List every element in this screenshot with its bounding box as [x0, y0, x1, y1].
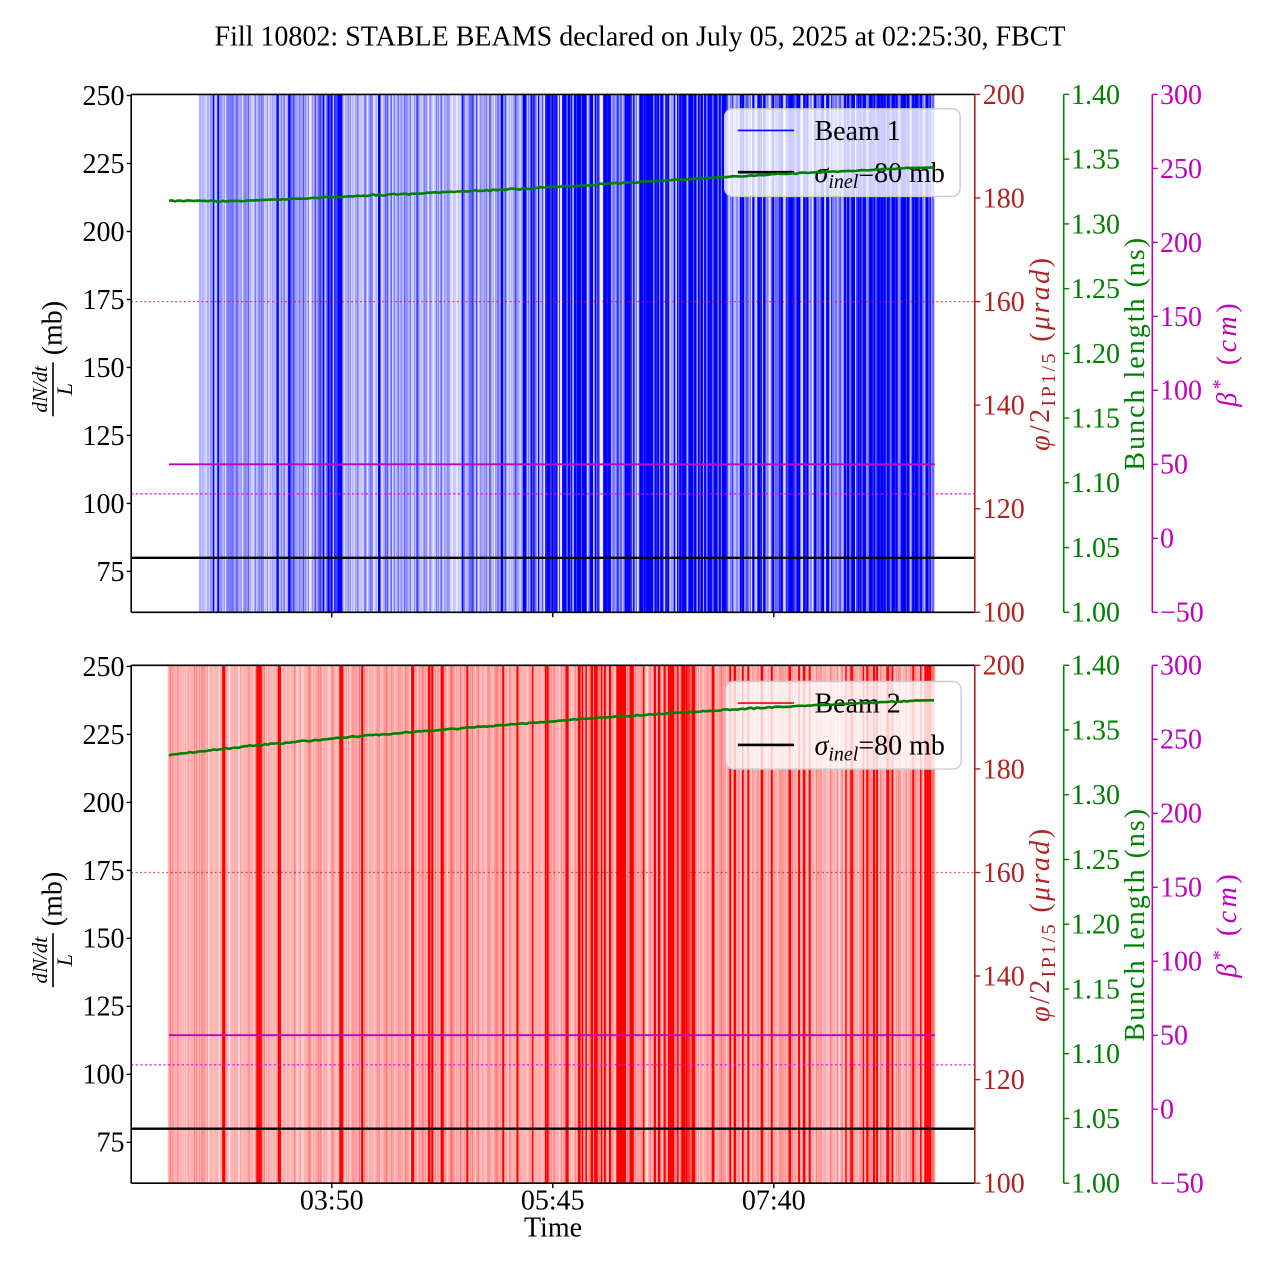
svg-text:175: 175	[83, 285, 125, 316]
svg-text:250: 250	[1160, 154, 1202, 185]
svg-text:125: 125	[83, 992, 125, 1023]
svg-text:0: 0	[1160, 1095, 1174, 1126]
svg-text:(mb): (mb)	[38, 872, 69, 926]
svg-text:200: 200	[983, 80, 1025, 111]
svg-text:250: 250	[83, 652, 125, 683]
svg-text:Bunch length (ns): Bunch length (ns)	[1120, 807, 1151, 1042]
svg-text:Bunch length (ns): Bunch length (ns)	[1120, 236, 1151, 471]
svg-text:225: 225	[83, 720, 125, 751]
svg-text:1.25: 1.25	[1071, 274, 1120, 305]
svg-text:Fill 10802: STABLE BEAMS decla: Fill 10802: STABLE BEAMS declared on Jul…	[215, 22, 1066, 53]
svg-text:180: 180	[983, 183, 1025, 214]
svg-text:1.10: 1.10	[1071, 1039, 1120, 1070]
svg-text:120: 120	[983, 494, 1025, 525]
svg-text:150: 150	[1160, 873, 1202, 904]
svg-text:1.10: 1.10	[1071, 468, 1120, 499]
svg-text:140: 140	[983, 391, 1025, 422]
svg-text:160: 160	[983, 858, 1025, 889]
svg-text:0: 0	[1160, 524, 1174, 555]
svg-text:125: 125	[83, 421, 125, 452]
svg-text:(mb): (mb)	[38, 301, 69, 355]
svg-text:dN/dt: dN/dt	[28, 365, 52, 413]
svg-text:100: 100	[983, 598, 1025, 629]
svg-text:160: 160	[983, 287, 1025, 318]
svg-text:100: 100	[83, 489, 125, 520]
svg-text:200: 200	[1160, 799, 1202, 830]
svg-text:75: 75	[97, 557, 125, 588]
svg-text:175: 175	[83, 856, 125, 887]
svg-text:200: 200	[983, 651, 1025, 682]
svg-text:200: 200	[83, 217, 125, 248]
svg-text:1.40: 1.40	[1071, 651, 1120, 682]
svg-text:−50: −50	[1160, 598, 1204, 629]
svg-text:β* (cm): β* (cm)	[1209, 871, 1243, 979]
svg-text:300: 300	[1160, 651, 1202, 682]
svg-text:σinel=80 mb: σinel=80 mb	[815, 158, 945, 193]
svg-text:1.25: 1.25	[1071, 845, 1120, 876]
svg-text:1.00: 1.00	[1071, 598, 1120, 629]
svg-text:1.35: 1.35	[1071, 715, 1120, 746]
svg-text:1.20: 1.20	[1071, 339, 1120, 370]
svg-text:1.30: 1.30	[1071, 209, 1120, 240]
svg-text:75: 75	[97, 1128, 125, 1159]
svg-text:1.35: 1.35	[1071, 145, 1120, 176]
svg-text:Beam 1: Beam 1	[815, 116, 901, 147]
svg-text:φ/2IP1/5 (μrad): φ/2IP1/5 (μrad)	[1025, 256, 1060, 451]
svg-text:140: 140	[983, 961, 1025, 992]
svg-text:L: L	[52, 383, 77, 396]
svg-text:100: 100	[1160, 947, 1202, 978]
svg-text:200: 200	[1160, 228, 1202, 259]
svg-text:250: 250	[1160, 725, 1202, 756]
svg-text:100: 100	[983, 1169, 1025, 1200]
svg-text:150: 150	[1160, 302, 1202, 333]
svg-text:1.15: 1.15	[1071, 974, 1120, 1005]
svg-text:05:45: 05:45	[521, 1186, 585, 1217]
svg-text:150: 150	[83, 353, 125, 384]
svg-text:150: 150	[83, 924, 125, 955]
svg-text:1.40: 1.40	[1071, 80, 1120, 111]
svg-text:L: L	[52, 954, 77, 967]
svg-text:120: 120	[983, 1065, 1025, 1096]
svg-text:100: 100	[83, 1060, 125, 1091]
svg-text:Time: Time	[524, 1213, 582, 1244]
svg-text:1.00: 1.00	[1071, 1169, 1120, 1200]
svg-text:β* (cm): β* (cm)	[1209, 300, 1243, 408]
svg-text:200: 200	[83, 788, 125, 819]
svg-text:50: 50	[1160, 1021, 1188, 1052]
svg-text:dN/dt: dN/dt	[28, 936, 52, 984]
svg-text:1.05: 1.05	[1071, 533, 1120, 564]
svg-text:1.05: 1.05	[1071, 1104, 1120, 1135]
svg-text:07:40: 07:40	[742, 1186, 806, 1217]
svg-text:1.30: 1.30	[1071, 780, 1120, 811]
svg-text:1.15: 1.15	[1071, 404, 1120, 435]
svg-text:50: 50	[1160, 450, 1188, 481]
svg-text:225: 225	[83, 149, 125, 180]
svg-text:180: 180	[983, 754, 1025, 785]
svg-text:1.20: 1.20	[1071, 910, 1120, 941]
svg-text:100: 100	[1160, 376, 1202, 407]
svg-text:σinel=80 mb: σinel=80 mb	[815, 731, 945, 766]
svg-text:250: 250	[83, 81, 125, 112]
svg-text:−50: −50	[1160, 1169, 1204, 1200]
svg-text:300: 300	[1160, 80, 1202, 111]
svg-text:03:50: 03:50	[300, 1186, 364, 1217]
